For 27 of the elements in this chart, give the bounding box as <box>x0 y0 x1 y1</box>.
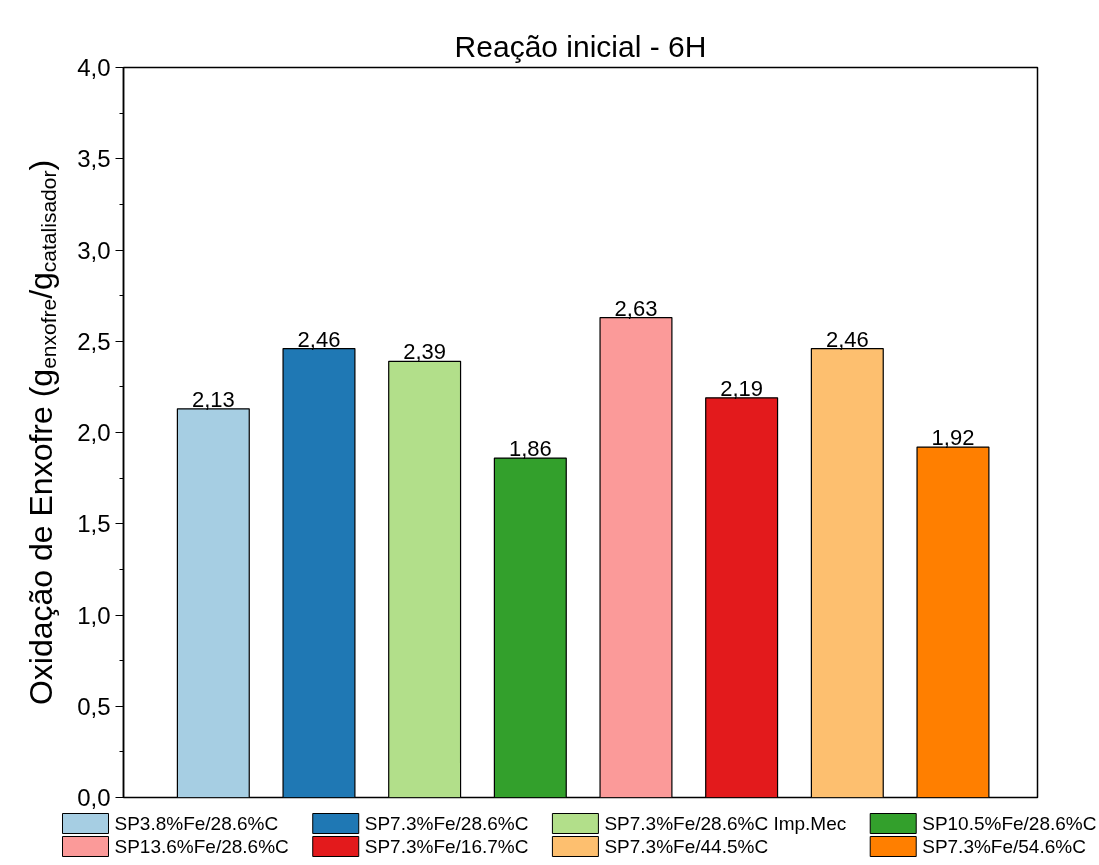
legend-label: SP7.3%Fe/54.6%C <box>922 836 1086 857</box>
y-tick-label: 4,0 <box>77 54 111 81</box>
text: 2,39 <box>403 339 447 365</box>
text: 2,46 <box>825 326 869 352</box>
legend-label: SP13.6%Fe/28.6%C <box>114 836 289 857</box>
legend-label: SP10.5%Fe/28.6%C <box>922 813 1097 834</box>
chart-title: Reação inicial - 6H <box>454 29 707 63</box>
y-axis-title: Oxidação de Enxofre (genxofre/gcatalisador) <box>22 159 60 706</box>
y-tick-label: 2,0 <box>77 419 111 446</box>
y-tick-label: 1,5 <box>77 510 111 538</box>
legend-label: SP7.3%Fe/44.5%C <box>604 836 769 857</box>
y-tick-label: 2,5 <box>77 327 111 355</box>
text: 1,86 <box>508 436 552 462</box>
y-tick-label: 0,5 <box>77 692 111 720</box>
legend-label: SP3.8%Fe/28.6%C <box>114 813 279 834</box>
text: 2,46 <box>297 326 341 352</box>
y-tick-label: 3,5 <box>77 145 111 173</box>
y-tick-label: 1,0 <box>77 601 111 629</box>
text: 2,19 <box>720 375 764 401</box>
y-tick-label: 0,0 <box>77 784 111 811</box>
legend-label: SP7.3%Fe/28.6%C Imp.Mec <box>604 813 847 834</box>
legend-label: SP7.3%Fe/28.6%C <box>364 813 529 834</box>
text: 2,63 <box>614 295 658 321</box>
y-tick-label: 3,0 <box>77 236 111 264</box>
text: 1,92 <box>931 425 975 451</box>
text: 2,13 <box>191 386 235 412</box>
legend-label: SP7.3%Fe/16.7%C <box>364 836 529 857</box>
